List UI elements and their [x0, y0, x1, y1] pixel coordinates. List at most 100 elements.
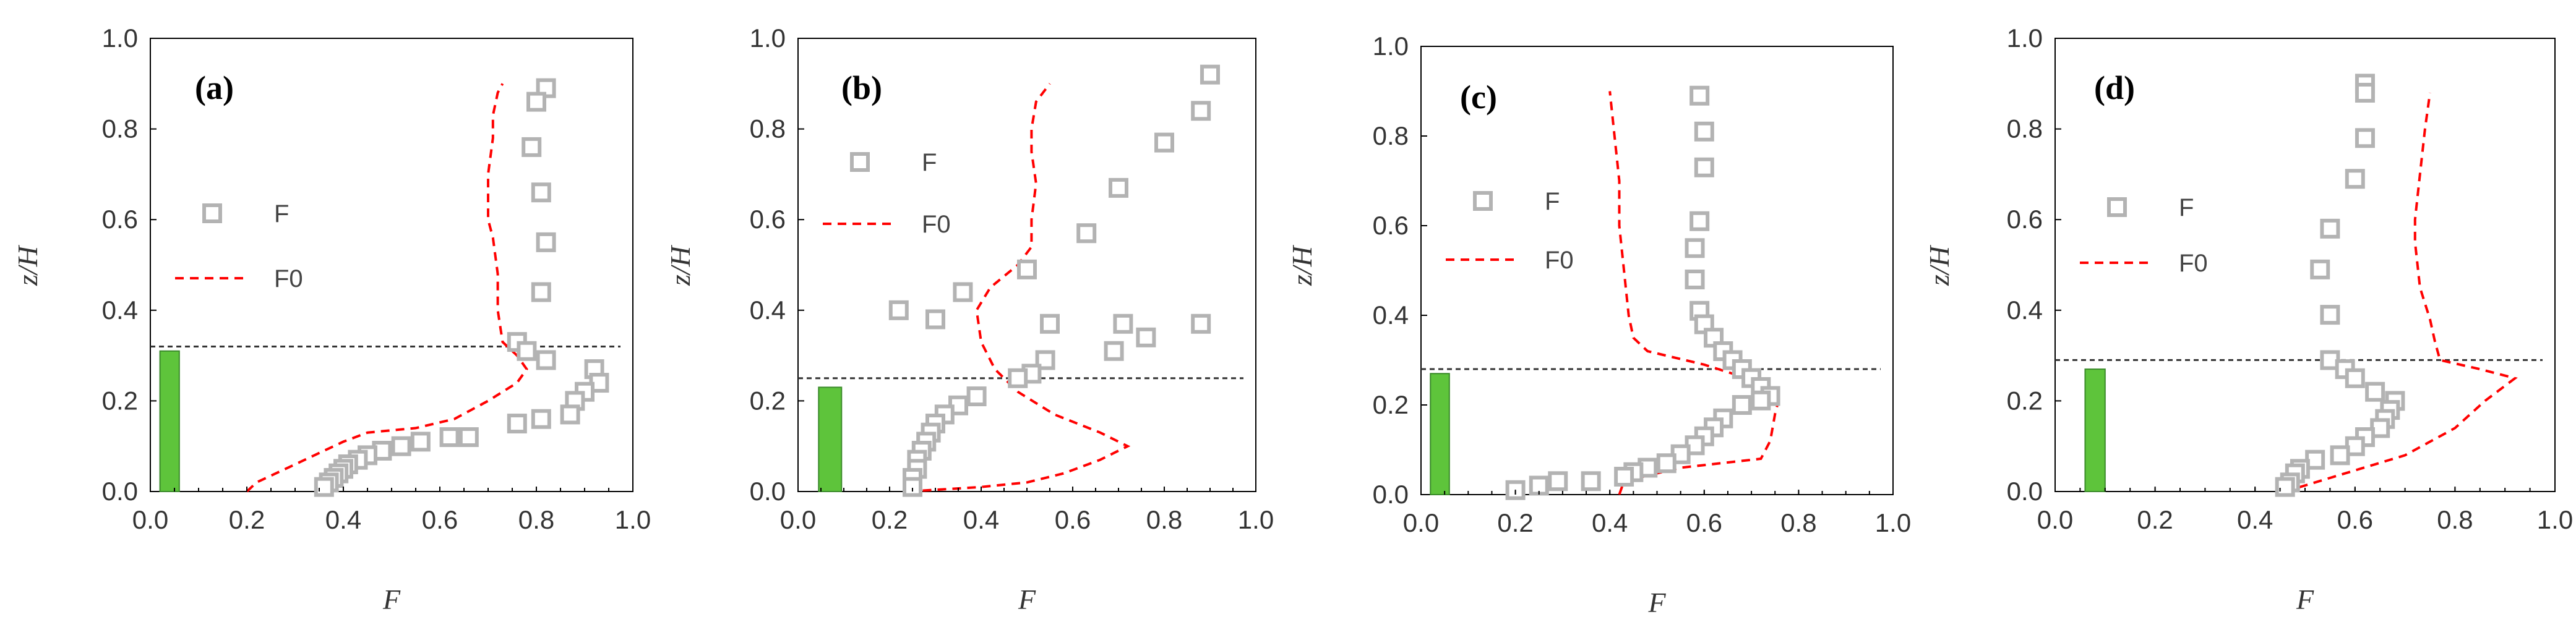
panel-d: 0.0 0.2 0.4 0.6 0.8 1.0 0.0 0.2 0.4 0.6 0.8 1.0 Fz/H…: [1923, 23, 2573, 615]
data-point-f: [1136, 327, 1156, 347]
x-tick-label: 0.2: [872, 505, 908, 534]
data-point-f: [1689, 85, 1710, 106]
y-axis-title: z/H: [1923, 244, 1955, 286]
x-tick-label: 0.0: [780, 505, 816, 534]
legend-marker-f: [1473, 191, 1493, 211]
y-tick-label: 0.2: [1373, 390, 1409, 419]
y-tick-label: 0.6: [2007, 205, 2043, 234]
series-f0-line: [1608, 91, 1782, 495]
data-point-f: [1581, 471, 1601, 492]
y-tick-label: 1.0: [102, 23, 138, 53]
canopy-bar: [159, 350, 180, 493]
data-point-f: [1191, 313, 1211, 334]
x-tick-label: 1.0: [2537, 505, 2573, 534]
x-tick-label: 0.0: [1403, 508, 1439, 537]
y-tick-label: 0.8: [750, 114, 786, 143]
y-tick-label: 0.2: [102, 386, 138, 415]
y-tick-label: 0.0: [102, 477, 138, 506]
data-point-f: [1529, 475, 1549, 496]
data-point-f: [2320, 305, 2340, 325]
data-point-f: [314, 477, 334, 497]
data-point-f: [458, 427, 479, 448]
data-point-f: [2320, 218, 2340, 239]
data-point-f: [1109, 177, 1128, 198]
y-tick-label: 0.0: [750, 477, 786, 506]
legend-marker-f: [202, 203, 222, 223]
x-tick-label: 0.6: [2337, 505, 2373, 534]
data-point-f: [953, 282, 973, 302]
data-point-f: [1154, 132, 1174, 153]
data-point-f: [925, 309, 945, 330]
data-point-f: [531, 409, 551, 429]
data-point-f: [1732, 395, 1752, 415]
y-tick-label: 1.0: [750, 23, 786, 53]
x-axis-title: F: [1018, 584, 1036, 615]
x-tick-label: 0.4: [1592, 508, 1628, 537]
data-point-f: [531, 182, 551, 203]
legend-marker-f: [850, 152, 870, 172]
data-point-f: [1614, 467, 1634, 487]
x-axis-title: F: [2296, 584, 2314, 615]
legend-label-f0: F0: [2179, 250, 2208, 277]
data-point-f: [2355, 128, 2375, 148]
legend-label-f: F: [922, 149, 937, 176]
x-tick-label: 0.6: [422, 505, 458, 534]
x-tick-label: 0.8: [2437, 505, 2473, 534]
y-tick-label: 0.8: [2007, 114, 2043, 143]
data-point-f: [903, 477, 922, 497]
data-point-f: [1017, 259, 1037, 279]
x-tick-label: 0.2: [229, 505, 265, 534]
y-tick-label: 0.6: [102, 205, 138, 234]
y-tick-label: 0.4: [750, 296, 786, 325]
x-tick-label: 0.8: [1146, 505, 1182, 534]
x-tick-label: 0.2: [1497, 508, 1533, 537]
y-tick-label: 0.8: [1373, 121, 1409, 150]
x-tick-label: 0.4: [325, 505, 361, 534]
legend-label-f: F: [1545, 188, 1560, 215]
legend-label-f: F: [274, 200, 289, 228]
data-point-f: [2330, 445, 2350, 466]
series-f0-line: [246, 83, 528, 493]
data-point-f: [1200, 64, 1220, 85]
data-point-f: [888, 300, 909, 320]
data-point-f: [1689, 211, 1710, 231]
y-tick-label: 0.0: [2007, 477, 2043, 506]
y-tick-label: 0.2: [750, 386, 786, 415]
x-tick-label: 1.0: [1238, 505, 1274, 534]
data-point-f: [391, 436, 411, 456]
panel-c: 0.0 0.2 0.4 0.6 0.8 1.0 0.0 0.2 0.4 0.6 0.8 1.0 Fz/H…: [1286, 32, 1911, 618]
panel-label: (c): [1460, 79, 1497, 116]
data-point-f: [1694, 157, 1714, 177]
data-point-f: [536, 350, 556, 370]
x-tick-label: 0.4: [963, 505, 999, 534]
y-axis-title: z/H: [1286, 244, 1318, 286]
data-point-f: [2345, 368, 2365, 388]
data-point-f: [2365, 381, 2385, 402]
data-point-f: [507, 414, 527, 434]
data-point-f: [1040, 313, 1060, 334]
data-point-f: [1656, 453, 1677, 474]
x-tick-label: 0.6: [1686, 508, 1722, 537]
x-tick-label: 0.6: [1055, 505, 1091, 534]
x-tick-label: 0.2: [2137, 505, 2173, 534]
x-tick-label: 0.0: [2037, 505, 2073, 534]
data-point-f: [2310, 259, 2330, 279]
y-tick-label: 0.4: [2007, 296, 2043, 325]
y-tick-label: 0.4: [1373, 300, 1409, 330]
x-tick-label: 1.0: [615, 505, 651, 534]
data-point-f: [966, 386, 987, 407]
x-tick-label: 0.8: [1780, 508, 1816, 537]
x-tick-label: 1.0: [1875, 508, 1911, 537]
legend-label-f: F: [2179, 194, 2194, 221]
x-tick-label: 0.4: [2237, 505, 2273, 534]
data-point-f: [1694, 121, 1714, 142]
x-tick-label: 0.8: [518, 505, 554, 534]
x-axis-title: F: [382, 584, 401, 615]
x-tick-label: 0.0: [132, 505, 168, 534]
panel-a: 0.0 0.2 0.4 0.6 0.8 1.0 0.0 0.2 0.4 0.6 0.8 1.0 Fz/H…: [12, 23, 651, 615]
data-point-f: [526, 92, 546, 112]
panel-label: (b): [841, 69, 882, 106]
data-point-f: [1191, 101, 1211, 121]
canopy-bar: [818, 386, 843, 492]
